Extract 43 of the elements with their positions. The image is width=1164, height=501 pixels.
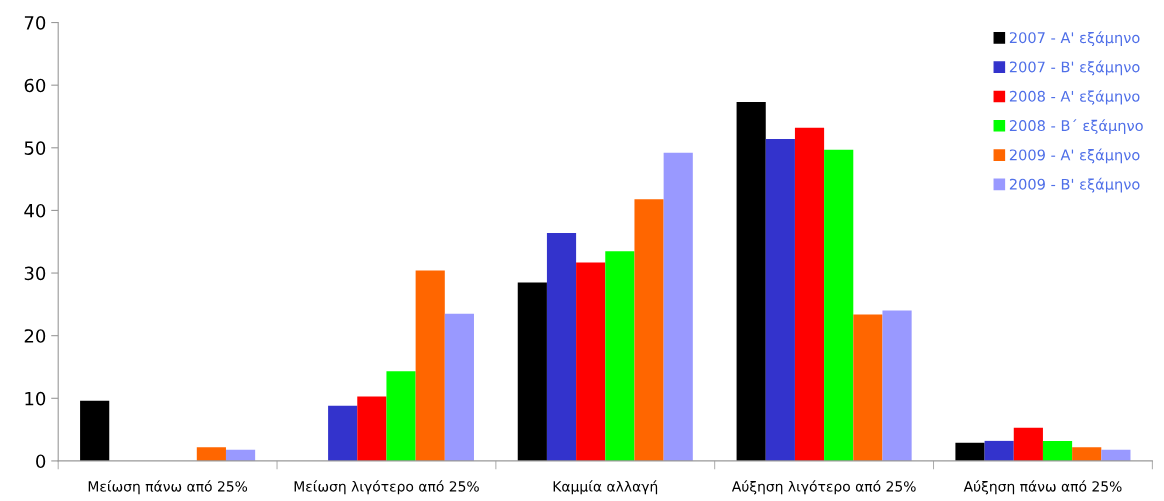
y-tick-label: 30 [24, 266, 46, 281]
legend-label: 2007 - Α' εξάμηνο [1009, 31, 1140, 47]
x-tick-label: Αύξηση λιγότερο από 25% [731, 480, 916, 495]
bar [955, 442, 985, 461]
x-tick-label: Αύξηση πάνω από 25% [963, 480, 1122, 495]
bar [444, 313, 474, 461]
bar [386, 371, 416, 461]
bar [634, 199, 664, 461]
bar [984, 440, 1014, 461]
bar [328, 405, 358, 461]
bar [663, 152, 693, 461]
bar [736, 102, 766, 461]
y-tick-label: 50 [24, 141, 46, 155]
bar [1072, 447, 1102, 461]
bar [882, 310, 912, 461]
bar [824, 149, 854, 461]
y-tick-label: 40 [24, 203, 46, 218]
bar [1013, 427, 1043, 461]
bar [576, 262, 606, 461]
bar [415, 270, 445, 461]
bar [794, 127, 825, 461]
bar [853, 314, 883, 461]
y-tick-label: 10 [25, 391, 46, 406]
bar [1042, 440, 1073, 461]
legend-label: 2009 - Β' εξάμηνο [1009, 177, 1140, 193]
bar [765, 139, 795, 461]
bar [546, 232, 577, 461]
bar [80, 400, 110, 461]
legend-label: 2008 - Α' εξάμηνο [1009, 89, 1140, 105]
bar [517, 282, 547, 461]
y-tick-label: 20 [24, 329, 46, 343]
y-tick-label: 0 [36, 454, 46, 469]
x-tick-label: Καμμία αλλαγή [553, 480, 658, 495]
legend-label: 2008 - Β´ εξάμηνο [1009, 119, 1143, 134]
x-tick-label: Μείωση λιγότερο από 25% [294, 480, 479, 495]
bar [196, 447, 226, 461]
bar [357, 396, 387, 461]
y-tick-label: 70 [24, 16, 46, 30]
x-tick-label: Μείωση πάνω από 25% [88, 480, 248, 495]
legend-label: 2009 - Α' εξάμηνο [1009, 148, 1140, 164]
y-tick-label: 60 [24, 78, 46, 93]
legend-label: 2007 - Β' εξάμηνο [1009, 60, 1140, 76]
bar [605, 251, 635, 461]
